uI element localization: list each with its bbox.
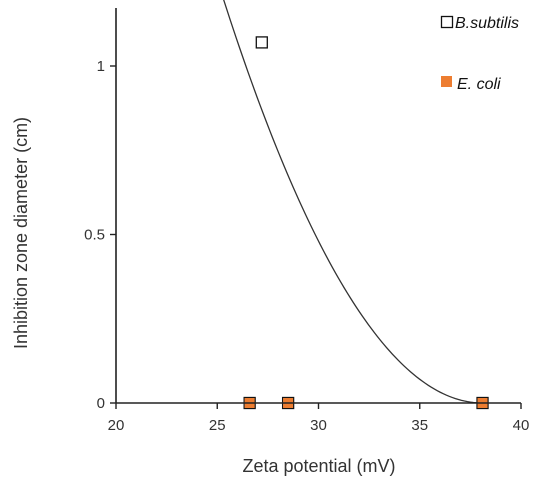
y-tick-label: 1 [97,58,105,75]
x-tick-label: 20 [108,417,125,434]
legend-marker-b-subtilis [440,15,454,29]
y-tick-label: 0 [97,395,105,412]
legend-marker-e-coli [441,76,452,87]
x-tick-label: 35 [411,417,428,434]
y-tick-label: 0.5 [84,227,105,244]
y-axis-title: Inhibition zone diameter (cm) [11,117,31,349]
trendline-layer [223,0,483,404]
legend: B.subtilis E. coli [440,15,519,93]
x-tick-label: 30 [310,417,327,434]
data-points [243,36,489,410]
point-b-subtilis [255,36,268,49]
x-axis-title: Zeta potential (mV) [242,456,395,476]
trendline [223,0,483,404]
legend-label-b-subtilis: B.subtilis [455,15,519,32]
axes [110,8,522,409]
x-tick-label: 40 [513,417,530,434]
x-tick-label: 25 [209,417,226,434]
legend-label-e-coli: E. coli [457,76,501,93]
